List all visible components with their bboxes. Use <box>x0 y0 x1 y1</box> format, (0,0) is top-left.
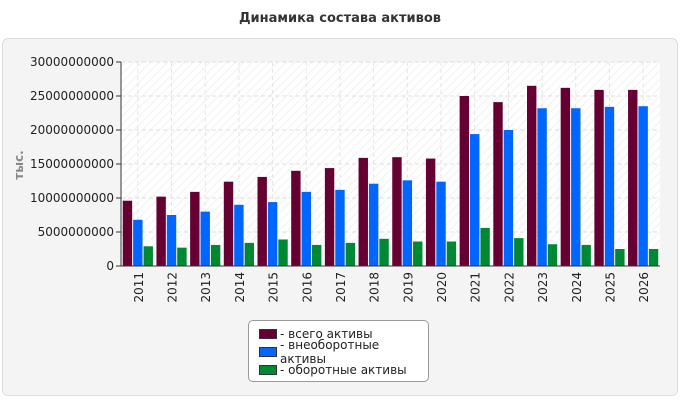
x-tick-label: 2023 <box>536 272 550 303</box>
x-tick-label: 2021 <box>469 272 483 303</box>
bar-total <box>156 196 166 266</box>
y-tick-label: 0 <box>106 259 114 273</box>
x-tick-label: 2015 <box>267 272 281 303</box>
bar-current <box>244 242 255 266</box>
bar-total <box>324 168 335 266</box>
bar-noncurrent <box>537 108 547 267</box>
y-tick-label: 10000000000 <box>30 191 114 205</box>
bar-noncurrent <box>402 180 413 266</box>
bar-total <box>560 87 571 266</box>
legend: - всего активы - внеоборотные активы - о… <box>248 320 429 382</box>
bar-current <box>143 246 153 266</box>
bar-total <box>392 157 402 266</box>
x-tick-labels: 2011 2012 2013 2014 2015 2016 2017 2018 2019 2020… <box>132 272 651 303</box>
bar-noncurrent <box>267 202 278 266</box>
bar-noncurrent <box>234 204 244 266</box>
bar-noncurrent <box>436 181 446 266</box>
x-tick-label: 2016 <box>300 272 314 303</box>
x-tick-label: 2011 <box>132 272 146 303</box>
x-tick-label: 2018 <box>368 272 382 303</box>
legend-item-total: - всего активы <box>259 325 428 343</box>
bar-total <box>223 181 234 266</box>
legend-item-noncurrent: - внеоборотные активы <box>259 338 428 366</box>
x-tick-label: 2024 <box>570 272 584 303</box>
legend-label-current: - оборотные активы <box>280 363 407 377</box>
bar-noncurrent <box>503 130 514 266</box>
legend-swatch-total <box>259 329 277 339</box>
bar-current <box>379 238 389 266</box>
bar-current <box>581 244 591 266</box>
x-tick-label: 2014 <box>233 272 247 303</box>
bar-total <box>459 96 470 266</box>
y-tick-label: 20000000000 <box>30 123 114 137</box>
x-tick-label: 2013 <box>199 272 213 303</box>
legend-label-total: - всего активы <box>280 327 373 341</box>
bar-total <box>122 200 133 266</box>
bar-current <box>615 249 625 266</box>
bar-noncurrent <box>335 189 345 266</box>
bar-total <box>257 176 267 266</box>
y-axis-label: тыс. <box>12 150 26 179</box>
x-tick-label: 2025 <box>603 272 617 303</box>
bar-current <box>480 227 490 266</box>
bar-noncurrent <box>571 108 581 267</box>
y-tick-label: 15000000000 <box>30 157 114 171</box>
bar-total <box>190 191 200 266</box>
bar-current <box>311 244 322 266</box>
bar-current <box>278 239 288 266</box>
bar-noncurrent <box>301 191 311 266</box>
bar-noncurrent <box>200 211 210 266</box>
bar-noncurrent <box>368 183 379 266</box>
x-tick-label: 2026 <box>637 272 651 303</box>
bar-current <box>413 241 423 266</box>
legend-swatch-noncurrent <box>259 347 277 357</box>
bar-current <box>446 241 457 266</box>
legend-item-current: - оборотные активы <box>259 361 428 379</box>
y-tick-label: 5000000000 <box>38 225 114 239</box>
bar-current <box>345 242 356 266</box>
bars <box>122 85 659 267</box>
y-tick-label: 30000000000 <box>30 55 114 69</box>
bar-noncurrent <box>604 106 615 266</box>
bar-current <box>648 249 659 266</box>
bar-total <box>291 170 301 266</box>
bar-total <box>358 157 368 266</box>
bar-total <box>493 102 503 267</box>
legend-swatch-current <box>259 365 277 375</box>
x-tick-label: 2012 <box>166 272 180 303</box>
bar-total <box>425 158 436 266</box>
axes <box>116 61 660 267</box>
bar-noncurrent <box>166 215 177 266</box>
x-tick-label: 2017 <box>334 272 348 303</box>
chart-title: Динамика состава активов <box>238 11 442 26</box>
bar-noncurrent <box>470 134 480 266</box>
bar-total <box>628 89 638 266</box>
bar-current <box>177 247 187 266</box>
bar-current <box>547 244 558 266</box>
x-tick-label: 2022 <box>502 272 516 303</box>
legend-label-noncurrent: - внеоборотные активы <box>280 338 380 366</box>
x-tick-label: 2020 <box>435 272 449 303</box>
y-tick-labels: 0 5000000000 10000000000 15000000000 2000000… <box>30 55 114 273</box>
bar-noncurrent <box>638 106 648 266</box>
bar-current <box>514 238 524 266</box>
bar-total <box>526 85 537 266</box>
x-tick-label: 2019 <box>401 272 415 303</box>
bar-current <box>210 244 221 266</box>
bar-total <box>594 89 604 266</box>
bar-noncurrent <box>133 219 143 266</box>
y-tick-label: 25000000000 <box>30 89 114 103</box>
